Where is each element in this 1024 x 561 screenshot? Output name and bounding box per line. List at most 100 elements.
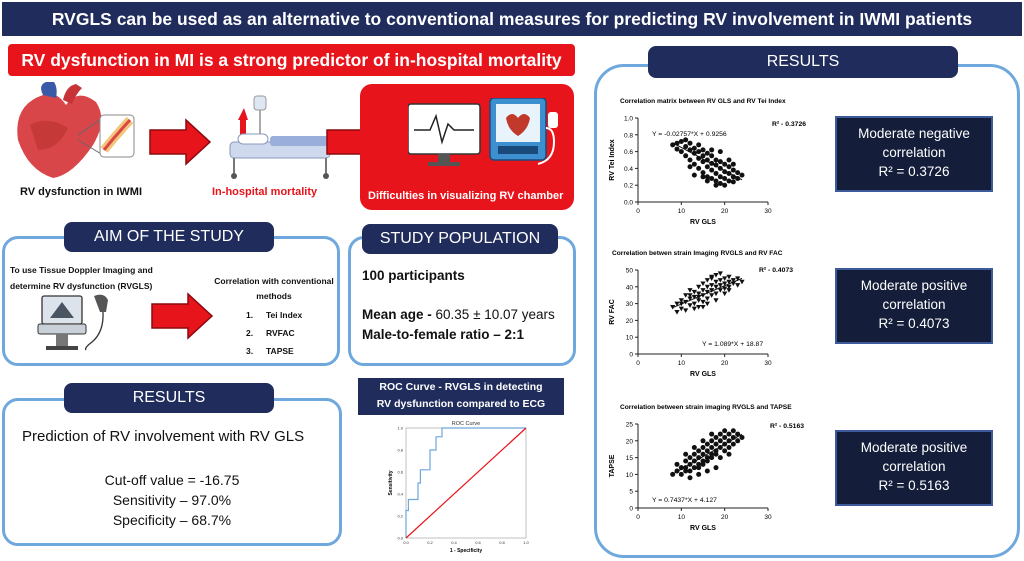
data-point	[683, 153, 689, 159]
monitor-echo-icon	[408, 98, 558, 166]
methods-list: 1. Tei Index 2. RVFAC 3. TAPSE	[246, 306, 302, 360]
data-point	[678, 298, 684, 303]
data-point	[713, 182, 719, 188]
method-item: 1. Tei Index	[246, 310, 303, 320]
x-tick-label: 0.0	[403, 540, 409, 545]
tei-scatter-chart: Correlation matrix between RV GLS and RV…	[609, 98, 806, 226]
specificity-value: Specificity – 68.7%	[112, 512, 232, 528]
data-point	[704, 284, 710, 290]
y-tick-label: 0.4	[624, 166, 633, 173]
data-point	[722, 428, 728, 434]
hospital-bed-icon	[229, 95, 331, 179]
data-point	[735, 438, 741, 444]
data-point	[704, 178, 710, 184]
result-box-r2: R² = 0.5163	[878, 478, 950, 493]
data-point	[730, 278, 736, 283]
y-tick-label: 10	[626, 472, 634, 479]
data-point	[739, 434, 745, 440]
data-point	[735, 170, 741, 176]
data-point	[717, 149, 723, 155]
data-point	[717, 181, 723, 187]
data-point	[704, 301, 710, 307]
method-item: 2. RVFAC	[246, 328, 295, 338]
x-tick-label: 10	[678, 208, 686, 215]
data-point	[726, 279, 732, 285]
x-tick-label: 0.2	[427, 540, 433, 545]
data-point	[713, 178, 719, 184]
y-axis-label: Sensitivity	[388, 470, 394, 495]
data-point	[700, 174, 706, 180]
r2-label: R² - 0.5163	[770, 423, 804, 430]
data-point	[687, 296, 693, 302]
chart-title: Correlation betwen strain Imaging RVGLS …	[612, 250, 783, 257]
chart-title: Correlation matrix between RV GLS and RV…	[620, 98, 786, 105]
y-tick-label: 30	[626, 301, 634, 308]
x-tick-label: 0.8	[499, 540, 505, 545]
data-point	[726, 288, 732, 293]
data-point	[691, 172, 697, 178]
data-point	[713, 451, 719, 457]
data-point	[683, 458, 689, 464]
y-tick-label: 0	[629, 506, 633, 513]
data-point	[704, 296, 710, 302]
result-box-fac: Moderate positive correlation R² = 0.407…	[835, 268, 993, 344]
data-point	[696, 142, 702, 148]
ultrasound-machine-icon	[37, 294, 108, 351]
aim-title: AIM OF THE STUDY	[64, 222, 274, 252]
data-point	[700, 288, 706, 293]
data-point	[726, 431, 732, 437]
data-point	[739, 279, 745, 285]
data-point	[730, 167, 736, 173]
data-point	[717, 283, 723, 288]
data-point	[717, 278, 723, 283]
step3-label: Difficulties in visualizing RV chamber	[368, 190, 564, 202]
data-point	[687, 140, 693, 146]
data-point	[700, 159, 706, 165]
data-point	[696, 465, 702, 471]
data-point	[735, 283, 741, 288]
data-point	[739, 172, 745, 178]
population-ratio: Male-to-female ratio – 2:1	[362, 327, 525, 342]
roc-caption-line1: ROC Curve - RVGLS in detecting	[379, 381, 543, 393]
data-point	[691, 465, 697, 471]
data-point	[722, 434, 728, 440]
banner-title: RVGLS can be used as an alternative to c…	[2, 2, 1022, 36]
data-point	[722, 175, 728, 181]
data-point	[674, 146, 680, 152]
result-box-tei: Moderate negative correlation R² = 0.372…	[835, 116, 993, 192]
correlation-methods: Correlation with conventional methods	[212, 274, 336, 304]
results-right-title: RESULTS	[648, 46, 958, 78]
results-left-title: RESULTS	[64, 383, 274, 413]
data-point	[687, 164, 693, 170]
roc-series-line	[405, 427, 527, 539]
data-point	[700, 281, 706, 287]
data-point	[683, 137, 689, 143]
data-point	[717, 174, 723, 180]
y-axis-label: RV FAC	[609, 299, 616, 325]
x-tick-label: 1.0	[523, 540, 529, 545]
y-tick-label: 15	[626, 455, 634, 462]
data-point	[730, 161, 736, 167]
data-point	[683, 468, 689, 474]
population-mean-age: Mean age - 60.35 ± 10.07 years	[362, 307, 555, 322]
data-point	[687, 455, 693, 461]
data-point	[709, 438, 715, 444]
data-point	[709, 274, 715, 280]
data-point	[691, 445, 697, 451]
result-box-line1: Moderate positive	[860, 440, 968, 455]
step2-label: In-hospital mortality	[212, 186, 318, 198]
y-tick-label: 0.2	[397, 514, 403, 519]
data-point	[704, 174, 710, 180]
data-point	[709, 283, 715, 288]
data-point	[696, 284, 702, 290]
data-point	[678, 139, 684, 145]
data-point	[696, 149, 702, 155]
data-point	[691, 161, 697, 167]
data-point	[700, 299, 706, 305]
data-point	[691, 145, 697, 151]
data-point	[709, 293, 715, 298]
data-point	[735, 276, 741, 281]
y-tick-label: 1.0	[397, 426, 403, 431]
step1-label: RV dysfunction in IWMI	[20, 186, 143, 198]
x-tick-label: 10	[678, 360, 686, 367]
